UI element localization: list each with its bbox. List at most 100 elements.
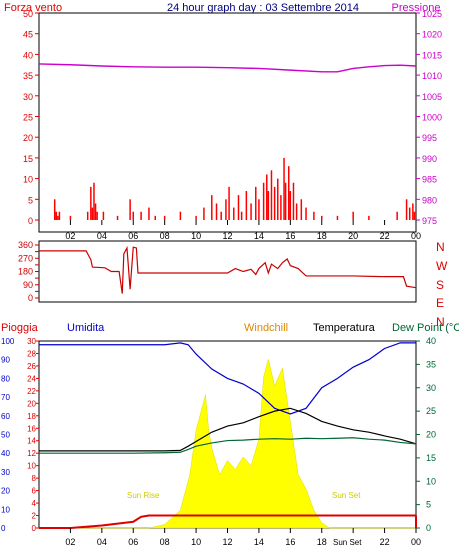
pressure-y-tick-label: 1025 bbox=[422, 9, 442, 19]
x-tick-label: 20 bbox=[348, 231, 358, 241]
pressure-y-tick-label: 980 bbox=[422, 195, 437, 205]
rain-y-tick-label: 16 bbox=[27, 424, 36, 433]
direction-letter-s: S bbox=[436, 278, 444, 292]
sunrise-annotation: Sun Rise bbox=[127, 491, 160, 500]
temp-y-tick-label: 40 bbox=[426, 336, 436, 346]
wind-y-tick-label: 25 bbox=[23, 113, 33, 123]
temp-y-tick-label: 5 bbox=[426, 500, 431, 510]
humidity-y-tick-label: 90 bbox=[1, 356, 10, 365]
wind-y-tick-label: 35 bbox=[23, 71, 33, 81]
x-tick-label: 06 bbox=[128, 537, 138, 547]
x-tick-label: 22 bbox=[380, 537, 390, 547]
windchill-label: Windchill bbox=[244, 322, 288, 334]
humidity-y-tick-label: 0 bbox=[1, 524, 6, 533]
pressure-y-tick-label: 985 bbox=[422, 175, 437, 185]
rain-y-tick-label: 18 bbox=[27, 412, 36, 421]
climate-axes: 0102030405060708090100024681012141618202… bbox=[1, 336, 436, 533]
solar-area bbox=[39, 359, 416, 529]
direction-y-tick-label: 90 bbox=[23, 280, 33, 290]
temperature-line bbox=[39, 407, 417, 452]
direction-y-tick-label: 180 bbox=[18, 267, 33, 277]
pressure-y-tick-label: 975 bbox=[422, 216, 437, 226]
rain-y-tick-label: 24 bbox=[27, 374, 36, 383]
direction-line bbox=[39, 245, 417, 294]
pressure-y-tick-label: 995 bbox=[422, 133, 437, 143]
x-tick-label: 14 bbox=[254, 231, 264, 241]
wind-y-tick-label: 45 bbox=[23, 30, 33, 40]
x-tick-label: 18 bbox=[317, 231, 327, 241]
humidity-y-tick-label: 60 bbox=[1, 412, 10, 421]
direction-letter-w: W bbox=[436, 259, 448, 273]
x-tick-label: 04 bbox=[97, 537, 107, 547]
pressure-y-tick-label: 1005 bbox=[422, 92, 442, 102]
climate-x-axis: 02 04 06 08 10 12 14 16 18 22 00 bbox=[65, 528, 421, 547]
humidity-y-tick-label: 50 bbox=[1, 431, 10, 440]
direction-letters: N W S E N bbox=[436, 240, 448, 329]
x-tick-label: 04 bbox=[97, 231, 107, 241]
direction-plot bbox=[39, 245, 417, 294]
wind-y-tick-label: 30 bbox=[23, 92, 33, 102]
x-tick-label: 02 bbox=[65, 231, 75, 241]
direction-panel bbox=[38, 240, 417, 303]
temperature-label: Temperatura bbox=[313, 322, 376, 334]
direction-letter-e: E bbox=[436, 296, 444, 310]
temp-y-tick-label: 30 bbox=[426, 383, 436, 393]
sunset-annotation: Sun Set bbox=[332, 491, 361, 500]
direction-y-tick-label: 360 bbox=[18, 240, 33, 250]
rain-y-tick-label: 8 bbox=[32, 474, 37, 483]
rain-y-tick-label: 2 bbox=[32, 512, 37, 521]
pressure-y-tick-label: 1015 bbox=[422, 50, 442, 60]
temp-y-tick-label: 35 bbox=[426, 359, 436, 369]
rain-y-tick-label: 10 bbox=[27, 462, 36, 471]
temp-y-tick-label: 20 bbox=[426, 430, 436, 440]
x-tick-label: 12 bbox=[222, 231, 232, 241]
wind-pressure-axes: 0510152025303540455097598098599099510001… bbox=[23, 9, 442, 226]
wind-label: Forza vento bbox=[4, 2, 62, 14]
graph-title: 24 hour graph day : 03 Settembre 2014 bbox=[167, 2, 359, 14]
rain-y-tick-label: 28 bbox=[27, 349, 36, 358]
x-tick-label: 08 bbox=[160, 537, 170, 547]
direction-y-tick-label: 270 bbox=[18, 253, 33, 263]
humidity-y-tick-label: 20 bbox=[1, 487, 10, 496]
rain-y-tick-label: 22 bbox=[27, 387, 36, 396]
rain-y-tick-label: 4 bbox=[32, 499, 37, 508]
temp-y-tick-label: 15 bbox=[426, 453, 436, 463]
rain-y-tick-label: 14 bbox=[27, 437, 36, 446]
rain-y-tick-label: 0 bbox=[32, 524, 37, 533]
humidity-y-tick-label: 30 bbox=[1, 468, 10, 477]
rain-y-tick-label: 30 bbox=[27, 337, 36, 346]
wind-pressure-panel bbox=[38, 12, 417, 233]
pressure-y-tick-label: 990 bbox=[422, 154, 437, 164]
direction-letter-n-top: N bbox=[436, 240, 445, 254]
x-tick-label: 12 bbox=[222, 537, 232, 547]
pressure-line bbox=[38, 63, 417, 73]
wind-pressure-x-axis: 02 04 06 08 10 12 14 16 18 20 22 00 bbox=[65, 220, 421, 241]
wind-y-tick-label: 5 bbox=[28, 195, 33, 205]
pressure-y-tick-label: 1010 bbox=[422, 71, 442, 81]
x-tick-label: 08 bbox=[160, 231, 170, 241]
humidity-y-tick-label: 80 bbox=[1, 374, 10, 383]
x-tick-label: 18 bbox=[317, 537, 327, 547]
rain-label: Pioggia bbox=[1, 322, 39, 334]
temp-y-tick-label: 10 bbox=[426, 476, 436, 486]
rain-y-tick-label: 20 bbox=[27, 399, 36, 408]
x-tick-label: 10 bbox=[191, 537, 201, 547]
dewpoint-label: Dew Point (°C bbox=[392, 322, 459, 334]
climate-plot bbox=[39, 342, 417, 529]
direction-y-tick-label: 0 bbox=[28, 293, 33, 303]
pressure-label: Pressione bbox=[392, 2, 441, 14]
humidity-y-tick-label: 40 bbox=[1, 449, 10, 458]
x-tick-label: 16 bbox=[285, 537, 295, 547]
pressure-y-tick-label: 1020 bbox=[422, 30, 442, 40]
x-tick-label: 02 bbox=[65, 537, 75, 547]
x-tick-label: 00 bbox=[411, 231, 421, 241]
x-tick-label: 10 bbox=[191, 231, 201, 241]
direction-letter-n-bottom: N bbox=[436, 315, 445, 329]
wind-y-tick-label: 20 bbox=[23, 133, 33, 143]
x-tick-label: 14 bbox=[254, 537, 264, 547]
humidity-y-tick-label: 100 bbox=[1, 337, 15, 346]
temp-y-tick-label: 0 bbox=[426, 523, 431, 533]
humidity-line bbox=[39, 342, 416, 415]
x-tick-label: 06 bbox=[128, 231, 138, 241]
